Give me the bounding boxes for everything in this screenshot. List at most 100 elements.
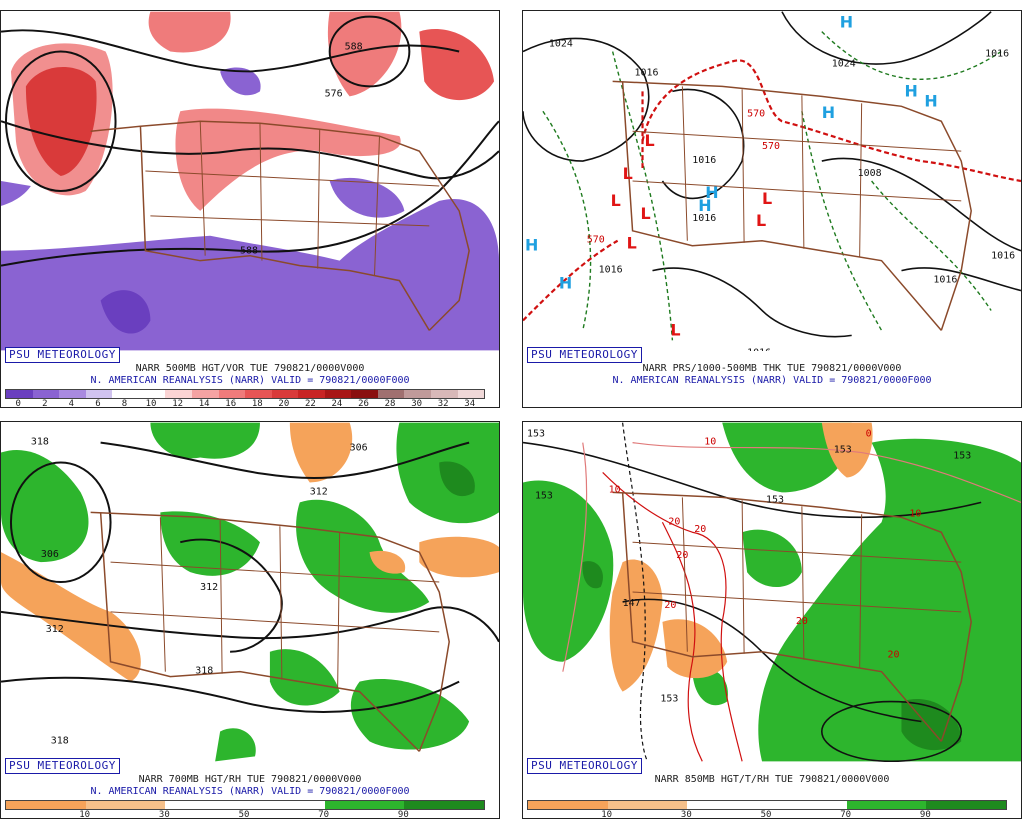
low-pressure-marker: L	[611, 191, 621, 210]
high-pressure-marker: H	[822, 103, 835, 122]
colorbar-tick-label: 22	[304, 399, 316, 408]
contour-label: 153	[834, 445, 852, 456]
temperature-label: 0	[866, 429, 872, 440]
thickness-label: 570	[762, 141, 780, 152]
colorbar-swatch	[351, 390, 378, 398]
isobar-label: 1016	[692, 213, 716, 224]
colorbar-tick-label: 28	[384, 399, 396, 408]
contour-label: 318	[51, 735, 69, 746]
contour-label: 588	[345, 42, 363, 53]
colorbar-tick-label: 50	[238, 810, 250, 819]
panel-pressure-thickness: H H H H H H H H L L L L L L L L 1024 101…	[522, 10, 1022, 408]
colorbar-swatch	[138, 390, 166, 398]
colorbar-tick-label: 30	[158, 810, 170, 819]
contour-label: 153	[953, 451, 971, 462]
colorbar-swatch	[165, 390, 192, 398]
vorticity-map: 576 588 588	[1, 11, 499, 351]
colorbar-tick-label: 32	[437, 399, 449, 408]
contour-label: 153	[527, 429, 545, 440]
colorbar-tick-label: 50	[760, 810, 772, 819]
contour-label: 153	[766, 494, 784, 505]
colorbar-tick-label: 24	[331, 399, 343, 408]
colorbar-swatch	[245, 801, 325, 809]
low-pressure-marker: L	[627, 234, 637, 253]
humidity-map: 318 306 312 306 312 312 318 318	[1, 422, 499, 762]
colorbar-swatch	[245, 390, 272, 398]
colorbar-tick-label: 18	[251, 399, 263, 408]
colorbar-swatch	[528, 801, 608, 809]
contour-label: 312	[200, 582, 218, 593]
colorbar-swatch	[404, 801, 485, 809]
colorbar-swatch	[607, 801, 688, 809]
high-pressure-marker: H	[559, 274, 572, 293]
thickness-label: 570	[587, 235, 605, 246]
colorbar-swatch	[324, 801, 405, 809]
colorbar-tick-label: 6	[95, 399, 101, 408]
contour-label: 312	[46, 624, 64, 635]
isobar-label: 1016	[692, 155, 716, 166]
colorbar-swatch	[85, 390, 113, 398]
contour-label: 576	[325, 88, 343, 99]
colorbar-swatch	[59, 390, 86, 398]
contour-label: 306	[41, 549, 59, 560]
colorbar-tick-label: 90	[397, 810, 409, 819]
colorbar-tick-label: 26	[358, 399, 369, 408]
colorbar-tick-label: 30	[680, 810, 692, 819]
panel-850mb-temperature-rh: 153 153 153 153 153 147 153 10 10 10 20 …	[522, 421, 1022, 819]
source-badge: PSU METEOROLOGY	[527, 758, 642, 774]
contour-label: 588	[240, 246, 258, 257]
isobar-label: 1016	[635, 67, 659, 78]
low-pressure-marker: L	[645, 131, 655, 150]
colorbar-swatch	[926, 801, 1007, 809]
colorbar-tick-label: 8	[121, 399, 128, 408]
colorbar-tick-label: 12	[172, 399, 184, 408]
high-pressure-marker: H	[525, 236, 538, 255]
temperature-label: 20	[694, 524, 706, 535]
colorbar	[5, 389, 485, 399]
colorbar-swatch	[457, 390, 485, 398]
map-subtitle: N. AMERICAN REANALYSIS (NARR) VALID = 79…	[90, 786, 410, 797]
colorbar-swatch	[85, 801, 166, 809]
colorbar-tick-label: 20	[278, 399, 290, 408]
isobar-label: 1008	[858, 168, 882, 179]
low-pressure-marker: L	[762, 189, 772, 208]
high-pressure-marker: H	[904, 81, 917, 100]
contour-label: 153	[660, 694, 678, 705]
contour-label: 318	[195, 666, 213, 677]
colorbar-swatch	[377, 390, 405, 398]
colorbar-tick-label: 90	[919, 810, 931, 819]
colorbar-tick-label: 10	[79, 810, 91, 819]
colorbar-swatch	[846, 801, 927, 809]
source-badge: PSU METEOROLOGY	[527, 347, 642, 363]
map-title: NARR 500MB HGT/VOR TUE 790821/0000V000	[135, 363, 365, 374]
map-subtitle: N. AMERICAN REANALYSIS (NARR) VALID = 79…	[90, 375, 410, 386]
colorbar-swatch	[298, 390, 325, 398]
colorbar-tick-label: 0	[15, 399, 21, 408]
colorbar	[5, 800, 485, 810]
pressure-map: H H H H H H H H L L L L L L L L 1024 101…	[523, 11, 1021, 351]
colorbar	[527, 800, 1007, 810]
colorbar-swatch	[191, 390, 219, 398]
contour-label: 306	[350, 443, 368, 454]
map-title: NARR 700MB HGT/RH TUE 790821/0000V000	[138, 774, 362, 785]
colorbar-swatch	[431, 390, 458, 398]
high-pressure-marker: H	[705, 183, 718, 202]
low-pressure-marker: L	[756, 211, 766, 230]
colorbar-tick-label: 16	[225, 399, 237, 408]
colorbar-tick-label: 34	[464, 399, 476, 408]
colorbar-swatch	[165, 801, 246, 809]
temperature-label: 10	[909, 508, 921, 519]
high-pressure-marker: H	[698, 196, 711, 215]
high-pressure-marker: H	[924, 91, 937, 110]
isobar-label: 1016	[747, 347, 771, 351]
contour-label: 147	[623, 598, 641, 609]
temperature-label: 20	[888, 650, 900, 661]
map-subtitle: N. AMERICAN REANALYSIS (NARR) VALID = 79…	[612, 375, 932, 386]
colorbar-tick-label: 10	[145, 399, 157, 408]
colorbar-swatch	[687, 801, 768, 809]
colorbar-ticks: 0 2 4 6 8 10 12 14 16 18 20 22 24 26 28 30 32 34	[5, 399, 483, 408]
isobar-label: 1024	[549, 39, 573, 50]
isobar-label: 1016	[991, 251, 1015, 262]
temperature-label: 20	[664, 600, 676, 611]
temperature-label: 10	[704, 437, 716, 448]
